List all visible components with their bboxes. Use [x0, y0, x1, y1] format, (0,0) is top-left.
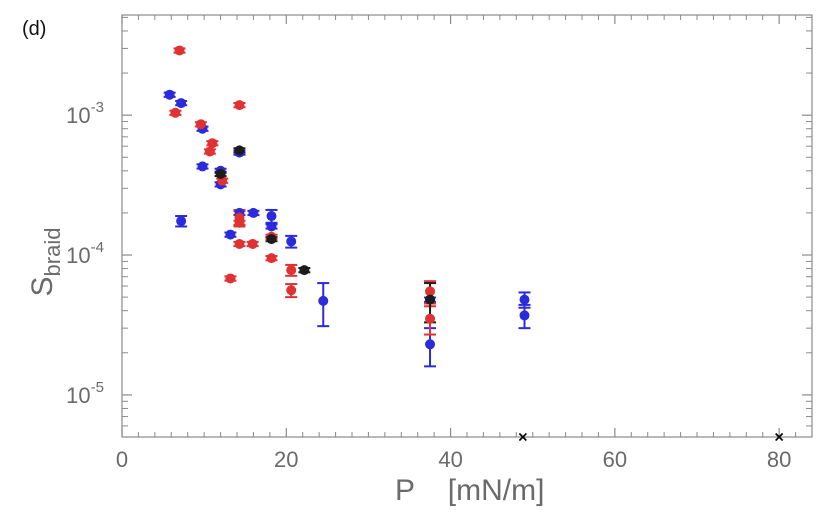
blue-data-point [519, 310, 530, 321]
y-tick-label: 10-5 [66, 379, 104, 408]
x-tick-label: 40 [438, 447, 462, 472]
y-axis-label-sub: braid [40, 228, 65, 277]
blue-data-point [266, 221, 277, 232]
plot-frame [121, 14, 813, 438]
blue-data-point [519, 294, 530, 305]
x-tick-label: 60 [603, 447, 627, 472]
black-data-point [266, 234, 277, 245]
red-data-point [234, 100, 245, 111]
x-markers [518, 432, 784, 442]
x-tick-label: 80 [767, 447, 791, 472]
red-data-point [266, 253, 277, 264]
red-data-point [286, 265, 297, 276]
error-bars [163, 47, 531, 368]
y-axis-label-main: S [26, 276, 59, 296]
axis-ticks [121, 15, 812, 437]
x-tick-labels: 0 20 40 60 80 [116, 447, 792, 472]
y-axis-label: Sbraid [26, 228, 65, 297]
blue-data-point [225, 229, 236, 240]
red-data-point [247, 238, 258, 249]
blue-data-point [176, 216, 187, 227]
black-data-point [299, 265, 310, 276]
blue-data-point [248, 207, 259, 218]
red-data-point [286, 285, 297, 296]
blue-data-point [266, 211, 277, 222]
red-data-point [204, 146, 215, 157]
red-data-point [195, 119, 206, 130]
blue-data-point [164, 89, 175, 100]
black-data-point [425, 294, 436, 305]
blue-data-point [425, 339, 436, 350]
cross-marker [775, 432, 784, 442]
red-data-point [170, 107, 181, 118]
red-data-point [425, 313, 436, 324]
blue-data-point [318, 295, 329, 306]
x-tick-label: 20 [274, 447, 298, 472]
blue-data-point [176, 98, 187, 109]
y-tick-label: 10-4 [66, 239, 104, 268]
cross-marker [518, 432, 527, 442]
blue-data-point [286, 236, 297, 247]
y-tick-labels: 10-5 10-4 10-3 [66, 99, 104, 408]
black-data-point [215, 168, 226, 179]
y-tick-label: 10-3 [66, 99, 104, 128]
black-data-point [234, 145, 245, 156]
red-data-point [225, 273, 236, 284]
panel-label: (d) [22, 18, 46, 40]
x-tick-label: 0 [116, 447, 128, 472]
blue-data-point [197, 161, 208, 172]
red-data-point [425, 286, 436, 297]
red-data-point [174, 45, 185, 56]
red-data-point [234, 238, 245, 249]
data-points [164, 45, 530, 350]
red-data-point [207, 138, 218, 149]
red-data-point [234, 217, 245, 228]
x-axis-label: P [mN/m] [395, 474, 544, 507]
